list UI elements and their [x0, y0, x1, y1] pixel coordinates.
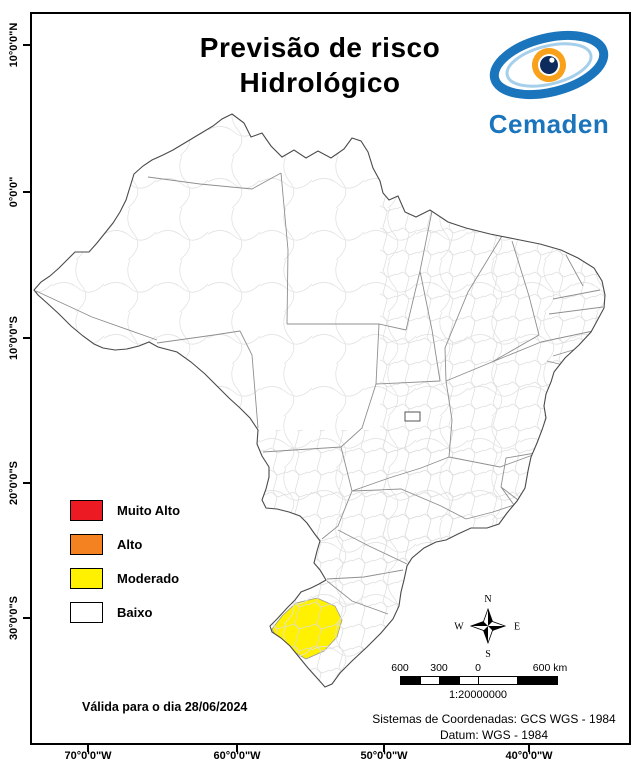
moderado-swatch [70, 568, 103, 589]
brazil-outline [33, 113, 606, 688]
coordinate-system-line: Sistemas de Coordenadas: GCS WGS - 1984 [372, 712, 616, 726]
compass-west-label: W [454, 622, 464, 633]
scale-label: 600 [391, 662, 409, 674]
longitude-label: 60°0'0"W [213, 750, 261, 762]
alto-swatch [70, 534, 103, 555]
latitude-label: 0°0'0" [8, 176, 20, 208]
compass-south-label: S [485, 649, 491, 660]
scale-label: 600 km [532, 662, 568, 674]
state-boundaries-north [35, 172, 441, 540]
state-boundaries-south [326, 380, 542, 615]
scale-label: 300 [430, 662, 448, 674]
legend-item-muito-alto: Muito Alto [70, 500, 180, 521]
axis-tick [23, 191, 30, 193]
latitude-label: 30°0'0"S [8, 595, 20, 641]
muito-alto-swatch [70, 500, 103, 521]
axis-tick [528, 745, 530, 752]
latitude-label: 20°0'0"S [8, 460, 20, 506]
legend-item-alto: Alto [70, 534, 180, 555]
compass-east-label: E [514, 622, 520, 633]
state-boundaries-northeast [444, 235, 604, 382]
legend-label: Alto [117, 537, 143, 552]
longitude-label: 40°0'0"W [505, 750, 553, 762]
distrito-federal [404, 411, 421, 422]
datum-line: Datum: WGS - 1984 [439, 727, 549, 742]
axis-tick [87, 745, 89, 752]
axis-tick [23, 482, 30, 484]
compass-rose-icon: N S W E [454, 594, 520, 660]
axis-tick [236, 745, 238, 752]
scale-bar-graphic [400, 676, 558, 685]
baixo-swatch [70, 602, 103, 623]
scale-bar: 600 300 0 600 km 1:20000000 [391, 662, 567, 701]
axis-tick [23, 44, 30, 46]
latitude-label: 10°0'0"S [8, 315, 20, 361]
municipal-boundaries-fine-south [255, 430, 465, 687]
scale-ratio: 1:20000000 [448, 689, 508, 701]
compass-north-label: N [484, 594, 491, 605]
coordinate-system-note: Sistemas de Coordenadas: GCS WGS - 1984 … [358, 712, 630, 743]
axis-tick [383, 745, 385, 752]
latitude-label: 10°0'0"N [8, 22, 20, 68]
cemaden-eye-icon [489, 31, 609, 99]
legend-label: Moderado [117, 571, 180, 586]
risk-legend: Muito Alto Alto Moderado Baixo [70, 500, 180, 623]
page-title: Previsão de risco Hidrológico [110, 30, 530, 100]
scale-bar-labels: 600 300 0 600 km [391, 662, 567, 674]
legend-item-baixo: Baixo [70, 602, 180, 623]
axis-tick [23, 337, 30, 339]
axis-tick [23, 617, 30, 619]
page-title-line2: Hidrológico [239, 67, 401, 98]
legend-label: Baixo [117, 605, 153, 620]
scale-label: 0 [475, 662, 481, 674]
longitude-label: 50°0'0"W [360, 750, 408, 762]
cemaden-logo: Cemaden [468, 28, 630, 140]
cemaden-logo-text: Cemaden [488, 109, 610, 139]
legend-label: Muito Alto [117, 503, 181, 518]
longitude-label: 70°0'0"W [64, 750, 112, 762]
page-title-line1: Previsão de risco [199, 32, 441, 63]
legend-item-moderado: Moderado [70, 568, 180, 589]
validity-note: Válida para o dia 28/06/2024 [82, 700, 248, 714]
